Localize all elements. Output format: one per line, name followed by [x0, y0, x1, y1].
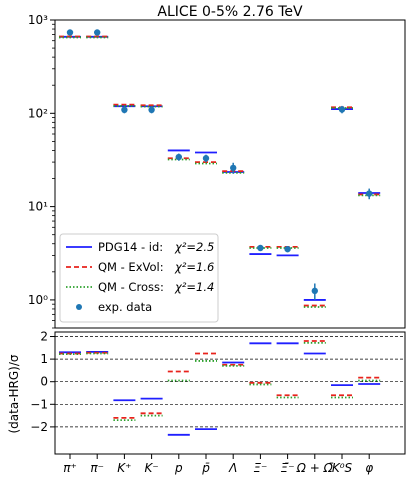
data-point: [230, 164, 237, 172]
yields-frame: [54, 19, 406, 329]
x-tick-label: K⁻: [144, 461, 158, 475]
data-point: [121, 106, 128, 114]
data-point: [257, 244, 264, 252]
legend-label: QM - ExVol:: [98, 260, 164, 274]
x-tick-label: p̄: [201, 461, 210, 475]
legend-marker: [76, 304, 82, 310]
data-point: [148, 106, 155, 114]
y-tick-label: −1: [30, 397, 48, 411]
data-point: [366, 190, 373, 197]
x-tick-label: K⁺: [117, 461, 131, 475]
y-tick-label: 10³: [28, 13, 48, 27]
deviation-y-label: (data-HRG)/σ: [7, 354, 21, 433]
deviation-panel: −2 −1 0 1 2 (data-HRG)/σ π⁺ π⁻ K⁺ K⁻ p p̄ Λ Ξ⁻ Ξ̄⁻ Ω …: [7, 330, 406, 475]
deviation-frame: [54, 331, 406, 455]
data-point: [175, 153, 182, 161]
y-tick-label: 10¹: [28, 200, 48, 214]
data-point: [338, 106, 346, 113]
yields-panel: ALICE 0-5% 2.76 TeV 10⁰ 10¹ 10² 10³ PDG14 -…: [28, 4, 406, 329]
x-tick-labels: π⁺ π⁻ K⁺ K⁻ p p̄ Λ Ξ⁻ Ξ̄⁻ Ω + Ω̄ K⁰S φ: [63, 454, 373, 475]
data-point: [284, 245, 291, 253]
y-tick-label: 10⁰: [28, 293, 48, 307]
data-point: [94, 29, 101, 36]
x-tick-label: φ: [365, 461, 373, 475]
legend-label: QM - Cross:: [98, 280, 164, 294]
x-tick-label: π⁻: [90, 461, 104, 475]
chart-title: ALICE 0-5% 2.76 TeV: [157, 4, 303, 20]
x-tick-label: Ξ̄⁻: [281, 461, 295, 475]
x-tick-label: Ξ⁻: [253, 461, 267, 475]
yields-y-ticks: 10⁰ 10¹ 10² 10³: [28, 13, 55, 329]
y-tick-label: 1: [40, 352, 48, 366]
y-tick-label: 10²: [28, 106, 48, 120]
legend-chi2: χ²=1.6: [174, 260, 214, 274]
data-point: [66, 29, 74, 36]
deviation-gridlines: [55, 336, 405, 428]
x-tick-label: Ω + Ω̄: [296, 461, 334, 475]
data-point: [202, 155, 210, 162]
legend-label: exp. data: [98, 300, 152, 314]
x-tick-label: p: [174, 461, 183, 475]
y-tick-label: 0: [40, 375, 48, 389]
y-tick-label: −2: [30, 420, 48, 434]
data-point: [311, 287, 318, 295]
y-tick-label: 2: [40, 330, 48, 344]
deviation-marks: [59, 340, 381, 436]
x-tick-label: Λ: [228, 461, 237, 475]
legend-chi2: χ²=1.4: [174, 280, 214, 294]
legend-box: [59, 233, 219, 323]
legend: PDG14 - id: χ²=2.5 QM - ExVol: χ²=1.6 QM - C…: [59, 233, 219, 323]
legend-chi2: χ²=2.5: [174, 240, 214, 254]
yields-marks: [59, 29, 381, 308]
x-tick-label: π⁺: [63, 461, 77, 475]
legend-label: PDG14 - id:: [98, 240, 163, 254]
x-tick-label: K⁰S: [332, 461, 353, 475]
deviation-y-ticks: −2 −1 0 1 2: [30, 330, 55, 434]
